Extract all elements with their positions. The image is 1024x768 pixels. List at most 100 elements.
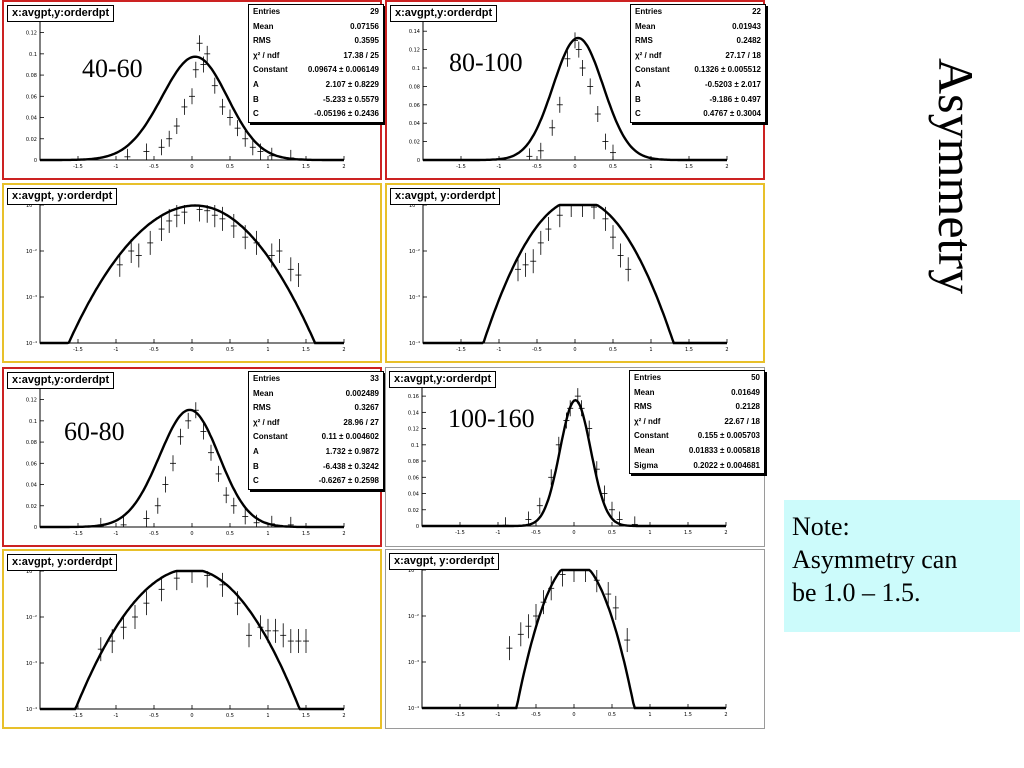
stats-value: 22.67 / 18 (724, 416, 760, 426)
data-point (158, 577, 165, 602)
y-tick-label: 10⁻¹ (26, 569, 37, 575)
data-point (537, 230, 544, 255)
stats-value: 0.3267 (354, 403, 379, 413)
data-point (612, 595, 619, 620)
y-tick-label: 0.06 (409, 103, 420, 109)
chart-p6: -1.5 -1 -0.5 0 0.5 1 1.5 2 0 0.02 0.04 0.06 0.08 0.1 0… (408, 388, 728, 536)
x-tick-label: 2 (724, 712, 727, 718)
y-tick-label: 10⁻² (26, 249, 37, 255)
x-tick-label: -0.5 (532, 164, 542, 170)
stats-value: 0.09674 ± 0.006149 (307, 65, 379, 75)
stats-row: B -6.438 ± 0.3242 (249, 460, 383, 475)
x-tick-label: 1 (648, 530, 651, 536)
data-point (593, 570, 600, 593)
bin-label: 100-160 (446, 404, 537, 434)
data-point (120, 615, 127, 640)
x-tick-label: -1 (114, 347, 119, 353)
chart-p8: -1.5 -1 -0.5 0 0.5 1 1.5 2 10⁻⁴ 10⁻³ 10⁻² 10⁻¹ (408, 568, 728, 718)
data-point (242, 130, 249, 147)
x-tick-label: -0.5 (149, 531, 159, 537)
x-tick-label: 2 (725, 347, 728, 353)
data-point (287, 516, 294, 527)
data-point (234, 120, 241, 137)
bin-label: 80-100 (447, 48, 525, 78)
data-point (257, 615, 264, 640)
stats-row: A -0.5203 ± 2.017 (631, 78, 765, 93)
note-line-3: be 1.0 – 1.5. (792, 578, 921, 607)
data-point (242, 225, 249, 250)
data-point (536, 497, 543, 514)
data-point (287, 257, 294, 282)
stats-key: Mean (634, 445, 655, 455)
panel-p8: -1.5 -1 -0.5 0 0.5 1 1.5 2 10⁻⁴ 10⁻³ 10⁻² 10⁻¹ x:avg… (385, 549, 765, 729)
x-tick-label: 1 (266, 531, 269, 537)
histogram-title: x:avgpt, y:orderdpt (7, 188, 118, 205)
x-tick-label: -1.5 (73, 164, 83, 170)
data-point (579, 60, 586, 76)
x-tick-label: -1.5 (455, 712, 465, 718)
data-point (579, 204, 586, 217)
data-point (128, 239, 135, 263)
stats-key: RMS (253, 403, 271, 413)
data-point (215, 465, 222, 482)
x-tick-label: 1 (266, 164, 269, 170)
stats-value: 0.155 ± 0.005703 (697, 431, 760, 441)
y-tick-label: 0.04 (409, 121, 420, 127)
x-tick-label: -1.5 (456, 347, 466, 353)
y-tick-label: 10⁻⁴ (409, 341, 420, 347)
stats-key: Mean (634, 387, 655, 397)
stats-key: C (253, 476, 259, 486)
x-tick-label: 0.5 (609, 347, 617, 353)
data-point (575, 41, 582, 58)
data-point (526, 148, 533, 160)
stats-row: χ² / ndf 17.38 / 25 (249, 49, 383, 64)
x-tick-label: -1 (114, 713, 119, 719)
data-point (548, 576, 555, 601)
data-point (572, 32, 578, 49)
stats-value: 0.11 ± 0.004602 (321, 432, 379, 442)
data-point (602, 133, 609, 150)
x-tick-label: -1.5 (455, 530, 465, 536)
stats-row: Constant 0.09674 ± 0.006149 (249, 63, 383, 78)
y-tick-label: 0.02 (409, 140, 420, 146)
x-tick-label: -1.5 (456, 164, 466, 170)
data-point (522, 252, 529, 277)
x-tick-label: 0 (190, 164, 193, 170)
data-point (204, 45, 211, 62)
data-point (200, 56, 207, 73)
x-tick-label: 0.5 (608, 712, 616, 718)
data-point (631, 516, 638, 526)
data-point (211, 77, 218, 94)
data-point (177, 428, 184, 445)
stats-value: 2.107 ± 0.8229 (325, 79, 379, 89)
y-tick-label: 0.02 (26, 137, 37, 143)
x-tick-label: 0 (573, 164, 576, 170)
stats-key: B (635, 94, 641, 104)
stats-row: C -0.05196 ± 0.2436 (249, 107, 383, 122)
stats-key: χ² / ndf (253, 417, 280, 427)
y-tick-label: 0.12 (408, 427, 419, 433)
chart-p5: -1.5 -1 -0.5 0 0.5 1 1.5 2 0 0.02 0.04 0.06 0.08 0.1 0… (26, 389, 346, 537)
data-point (540, 590, 547, 615)
data-point (610, 225, 616, 250)
data-point (567, 400, 574, 417)
data-point (219, 572, 226, 597)
x-tick-label: -1 (496, 712, 501, 718)
data-point (549, 119, 556, 136)
x-tick-label: -0.5 (149, 347, 159, 353)
stats-value: 0.2022 ± 0.004681 (693, 460, 760, 470)
stats-key: Mean (635, 21, 656, 31)
data-point (571, 569, 577, 582)
data-point (257, 143, 264, 160)
y-tick-label: 0.12 (26, 31, 37, 37)
y-tick-label: 0.1 (29, 52, 37, 58)
y-tick-label: 10⁻² (408, 614, 419, 620)
data-point (287, 629, 294, 654)
stats-value: 0.01833 ± 0.005818 (688, 445, 760, 455)
stats-value: 50 (751, 373, 760, 382)
fit-curve (422, 568, 726, 710)
data-point (525, 511, 532, 526)
data-point (574, 388, 581, 405)
data-point (556, 96, 563, 113)
stats-value: -9.186 ± 0.497 (709, 94, 761, 104)
